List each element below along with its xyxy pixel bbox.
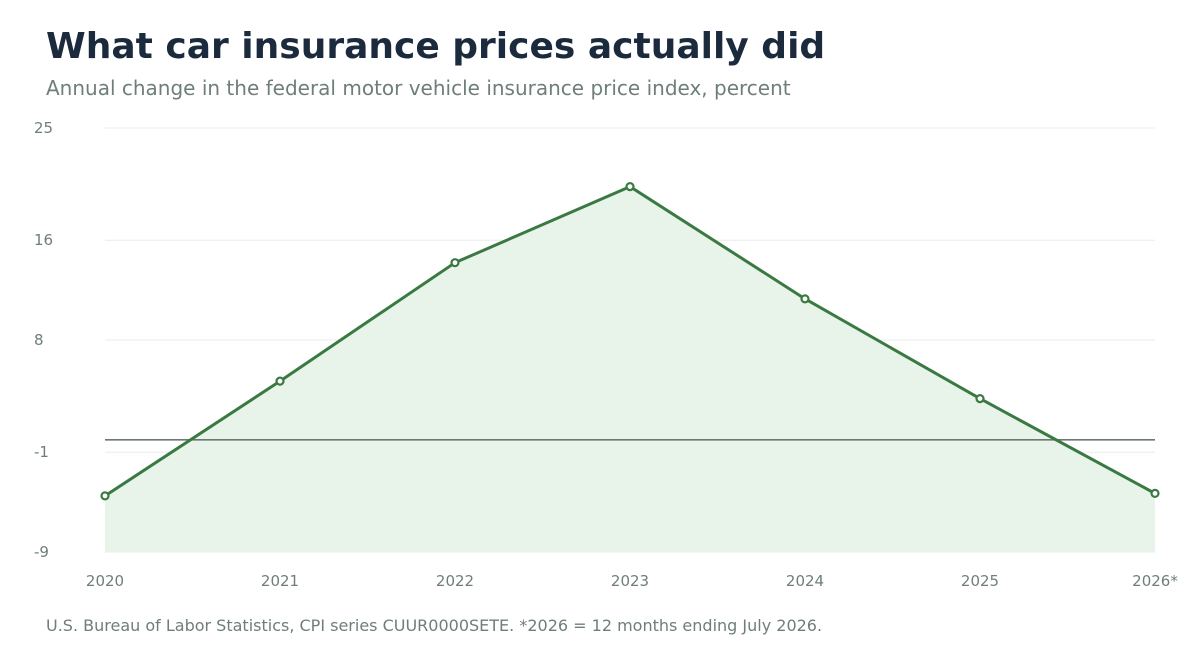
data-point (450, 258, 460, 268)
x-tick-label: 2022 (436, 572, 474, 590)
y-tick-label: 8 (34, 331, 44, 349)
source-note: U.S. Bureau of Labor Statistics, CPI ser… (46, 616, 823, 635)
x-tick-label: 2026* (1132, 572, 1178, 590)
y-tick-label: 25 (34, 119, 53, 137)
y-tick-label: -9 (34, 543, 49, 561)
data-points (100, 182, 1160, 501)
y-axis-ticks: 25 16 8 -1 -9 (34, 119, 53, 561)
chart-subtitle: Annual change in the federal motor vehic… (46, 76, 791, 100)
data-point (100, 491, 110, 501)
x-tick-label: 2023 (611, 572, 649, 590)
area-chart: 25 16 8 -1 -9 2020 2021 2022 2023 2024 2025 2026* (34, 119, 1178, 590)
data-point (1150, 488, 1160, 498)
chart-title: What car insurance prices actually did (46, 26, 826, 67)
y-tick-label: -1 (34, 443, 49, 461)
area-fill (105, 186, 1155, 553)
x-tick-label: 2024 (786, 572, 824, 590)
area-fill-layer (105, 186, 1155, 553)
y-tick-label: 16 (34, 231, 53, 249)
data-point (975, 394, 985, 404)
x-tick-label: 2020 (86, 572, 124, 590)
x-axis-ticks: 2020 2021 2022 2023 2024 2025 2026* (86, 572, 1178, 590)
x-tick-label: 2025 (961, 572, 999, 590)
data-point (800, 294, 810, 304)
data-point (275, 376, 285, 386)
data-point (625, 182, 635, 192)
x-tick-label: 2021 (261, 572, 299, 590)
